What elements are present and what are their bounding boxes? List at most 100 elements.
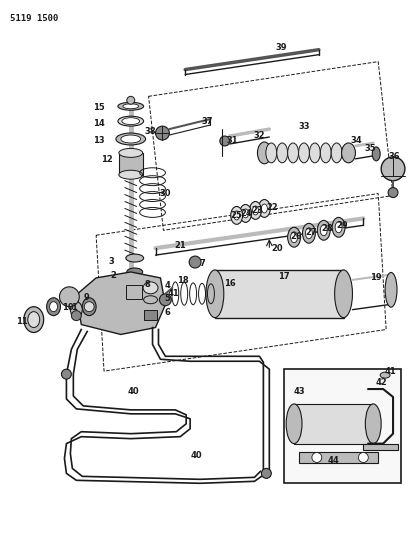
Text: 22: 22 (266, 203, 278, 212)
Text: 4: 4 (164, 281, 170, 290)
Text: 42: 42 (375, 377, 387, 386)
Text: 34: 34 (350, 136, 362, 146)
Ellipse shape (116, 133, 146, 145)
Text: 20: 20 (271, 244, 283, 253)
Text: 41: 41 (167, 289, 179, 298)
Ellipse shape (126, 254, 144, 262)
Ellipse shape (70, 302, 82, 318)
Bar (284, 369, 401, 483)
Ellipse shape (234, 211, 239, 220)
Text: 17: 17 (278, 272, 290, 281)
Ellipse shape (262, 204, 267, 213)
Bar (215, 270, 344, 318)
Ellipse shape (143, 282, 158, 294)
Text: 26: 26 (290, 232, 302, 241)
Circle shape (62, 369, 71, 379)
Text: 1: 1 (71, 303, 77, 312)
Ellipse shape (306, 228, 313, 239)
Ellipse shape (331, 143, 342, 163)
Ellipse shape (119, 170, 143, 179)
Ellipse shape (332, 217, 345, 237)
Text: 3: 3 (108, 256, 114, 265)
Ellipse shape (250, 201, 262, 220)
Circle shape (381, 157, 405, 181)
Ellipse shape (385, 272, 397, 307)
Circle shape (60, 287, 79, 306)
Text: 37: 37 (201, 117, 213, 126)
Ellipse shape (231, 206, 243, 224)
Text: 15: 15 (93, 103, 105, 112)
Ellipse shape (122, 118, 140, 125)
Bar (364, 443, 398, 449)
Ellipse shape (144, 296, 157, 304)
Text: 36: 36 (388, 152, 400, 161)
Ellipse shape (335, 270, 353, 318)
Circle shape (388, 188, 398, 198)
Text: 40: 40 (128, 386, 140, 395)
Ellipse shape (239, 205, 251, 222)
Ellipse shape (28, 312, 40, 327)
Ellipse shape (365, 404, 381, 443)
Ellipse shape (288, 227, 301, 247)
Ellipse shape (206, 270, 224, 318)
Ellipse shape (118, 102, 144, 110)
Text: 38: 38 (145, 126, 156, 135)
Circle shape (155, 126, 169, 140)
Circle shape (262, 469, 271, 478)
Ellipse shape (380, 372, 390, 378)
Text: 11: 11 (16, 317, 28, 326)
Text: 5119 1500: 5119 1500 (10, 14, 58, 23)
Ellipse shape (121, 135, 141, 143)
Text: 2: 2 (110, 271, 116, 280)
Text: 25: 25 (231, 211, 242, 220)
Text: 8: 8 (145, 280, 151, 289)
Text: 6: 6 (164, 308, 170, 317)
Ellipse shape (277, 143, 288, 163)
Text: 29: 29 (337, 221, 348, 230)
Text: 19: 19 (370, 273, 382, 282)
Text: 39: 39 (275, 43, 287, 52)
Text: 16: 16 (224, 279, 235, 288)
Ellipse shape (257, 142, 271, 164)
Text: 41: 41 (384, 367, 396, 376)
Text: 33: 33 (298, 122, 310, 131)
Ellipse shape (299, 143, 309, 163)
Ellipse shape (118, 116, 144, 126)
Ellipse shape (71, 311, 81, 320)
Ellipse shape (320, 143, 331, 163)
Circle shape (127, 96, 135, 104)
Text: 31: 31 (227, 136, 239, 146)
Circle shape (312, 453, 322, 463)
Ellipse shape (127, 268, 143, 276)
Ellipse shape (335, 222, 342, 233)
Ellipse shape (302, 223, 315, 243)
Circle shape (358, 453, 368, 463)
Text: 13: 13 (93, 136, 105, 146)
Ellipse shape (372, 147, 380, 161)
Ellipse shape (266, 143, 277, 163)
Text: 21: 21 (174, 241, 186, 249)
Bar (294, 404, 373, 443)
Text: 12: 12 (101, 155, 113, 164)
Circle shape (189, 256, 201, 268)
Text: 30: 30 (160, 189, 171, 198)
Ellipse shape (50, 302, 58, 312)
Ellipse shape (258, 199, 271, 217)
Ellipse shape (317, 220, 330, 240)
Bar (299, 451, 378, 464)
Bar (119, 153, 143, 175)
Text: 9: 9 (83, 293, 89, 302)
Ellipse shape (288, 143, 299, 163)
Text: 27: 27 (305, 228, 317, 237)
Text: 28: 28 (321, 224, 333, 233)
Ellipse shape (290, 232, 297, 243)
Polygon shape (76, 272, 165, 335)
Bar (126, 285, 142, 298)
Ellipse shape (253, 206, 258, 215)
Circle shape (220, 136, 230, 146)
Text: 32: 32 (254, 131, 265, 140)
Ellipse shape (320, 225, 327, 236)
Ellipse shape (119, 148, 143, 157)
Text: 10: 10 (62, 303, 73, 312)
Text: 5: 5 (164, 294, 170, 303)
